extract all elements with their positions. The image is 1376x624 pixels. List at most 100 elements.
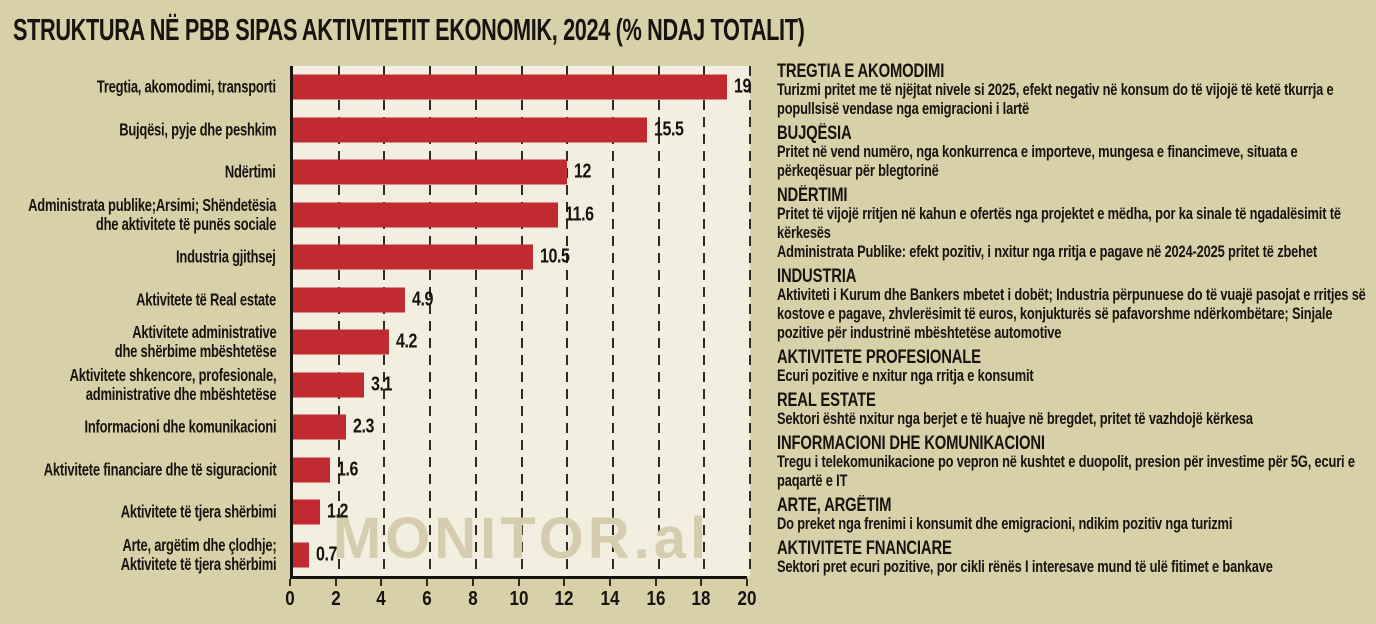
gridline <box>611 66 614 576</box>
note-heading: REAL ESTATE <box>777 390 876 411</box>
gridline <box>474 66 477 576</box>
note-section: AKTIVITETE FNANCIARE Sektori pret ecuri p… <box>777 539 1371 577</box>
bar <box>293 372 364 398</box>
bar-row: 11.6 <box>293 194 750 237</box>
category-label-line: administrative dhe mbështetëse <box>85 383 277 404</box>
axis-tick <box>334 579 337 586</box>
category-label-line: Industria gjithsej <box>176 246 276 267</box>
axis-tick <box>654 579 657 586</box>
axis-tick <box>608 579 611 586</box>
note-section: NDËRTIMI Pritet të vijojë rritjen në kahu… <box>777 186 1371 262</box>
category-label: Industria gjithsej <box>176 246 276 267</box>
bar <box>293 117 648 143</box>
category-label: Informacioni dhe komunikacioni <box>84 416 276 437</box>
note-section: AKTIVITETE PROFESIONALE Ecuri pozitive e … <box>777 348 1371 386</box>
note-heading: BUJQËSIA <box>777 123 852 144</box>
category-row: Informacioni dhe komunikacioni <box>0 406 283 449</box>
bar-value-label: 15.5 <box>654 118 684 141</box>
note-body: Sektori është nxitur nga berjet e të hua… <box>777 410 1371 429</box>
note-paragraph: Do preket nga frenimi i konsumit dhe emi… <box>777 515 1233 533</box>
category-row: Aktivitete administrative dhe shërbime mb… <box>0 321 283 364</box>
bar-row: 3.1 <box>293 364 750 407</box>
note-body: Do preket nga frenimi i konsumit dhe emi… <box>777 515 1371 534</box>
bar-row: 2.3 <box>293 406 750 449</box>
category-label-line: Aktivitete të tjera shërbimi <box>120 501 276 522</box>
category-label: Aktivitete të tjera shërbimi <box>120 501 276 522</box>
bar <box>293 244 533 270</box>
category-label: Aktivitete financiare dhe të siguracioni… <box>43 460 276 479</box>
axis-tick-label: 8 <box>468 588 478 610</box>
axis-tick-label: 10 <box>509 588 528 610</box>
watermark-text: MONITOR.al <box>332 506 711 571</box>
category-label-line: Aktivitete të Real estate <box>136 289 276 310</box>
bar-value-label: 19 <box>734 75 752 98</box>
bar <box>293 542 309 568</box>
page-title: STRUKTURA NË PBB SIPAS AKTIVITETIT EKONO… <box>13 12 805 47</box>
note-heading: ARTE, ARGËTIM <box>777 495 892 516</box>
bar <box>293 159 568 185</box>
bar-row: 1.2 <box>293 491 750 534</box>
axis-tick <box>471 579 474 586</box>
category-label: Aktivitete shkencore, profesionale, admin… <box>69 365 277 404</box>
note-heading: TREGTIA E AKOMODIMI <box>777 61 945 82</box>
bar-chart: Tregtia, akomodimi, transporti Bujqësi, p… <box>0 66 770 614</box>
category-label-line: Aktivitete të tjera shërbimi <box>120 553 276 574</box>
axis-tick-label: 20 <box>737 588 757 610</box>
gridline <box>657 66 660 576</box>
note-heading: AKTIVITETE PROFESIONALE <box>777 347 981 368</box>
category-label-line: Tregtia, akomodimi, transporti <box>97 76 276 97</box>
category-label: Administrata publike;Arsimi; Shëndetësia… <box>28 195 276 234</box>
category-row: Industria gjithsej <box>0 236 283 279</box>
gridline <box>337 66 340 576</box>
category-label: Ndërtimi <box>225 161 276 182</box>
bar-value-label: 3.1 <box>370 373 392 396</box>
category-row: Tregtia, akomodimi, transporti <box>0 66 283 109</box>
category-label-line: Informacioni dhe komunikacioni <box>84 416 276 437</box>
bar-value-label: 4.2 <box>395 330 418 353</box>
note-body: Pritet në vend numëro, nga konkurrenca e… <box>777 143 1371 181</box>
bar-value-label: 12 <box>574 160 592 183</box>
note-section: REAL ESTATE Sektori është nxitur nga berj… <box>777 391 1371 429</box>
category-label-line: Ndërtimi <box>225 161 276 182</box>
x-axis: 0 2 4 6 8 10 12 14 16 18 20 <box>285 576 756 617</box>
note-paragraph: Ecuri pozitive e nxitur nga rritja e kon… <box>777 367 1034 385</box>
category-row: Aktivitete të tjera shërbimi <box>0 491 283 534</box>
note-paragraph: Turizmi pritet me të njëjtat nivele si 2… <box>777 81 1334 118</box>
axis-tick-label: 2 <box>330 588 341 610</box>
bar-value-label: 4.9 <box>411 288 434 311</box>
category-row: Aktivitete financiare dhe të siguracioni… <box>0 449 283 492</box>
gridline <box>429 66 432 576</box>
bar-row: 0.7 <box>293 534 750 577</box>
note-body: Pritet të vijojë rritjen në kahun e ofer… <box>777 205 1371 262</box>
axis-tick-label: 18 <box>691 588 711 610</box>
note-paragraph: Pritet të vijojë rritjen në kahun e ofer… <box>777 205 1341 242</box>
bar <box>293 499 321 525</box>
note-heading: NDËRTIMI <box>777 185 848 206</box>
note-paragraph: Sektori është nxitur nga berjet e të hua… <box>777 410 1253 428</box>
bar-row: 15.5 <box>293 109 750 152</box>
bar-value-label: 1.2 <box>327 500 349 523</box>
note-section: TREGTIA E AKOMODIMI Turizmi pritet me të … <box>777 62 1371 119</box>
category-label-line: dhe aktivitete të punës sociale <box>95 213 276 234</box>
note-paragraph: Pritet në vend numëro, nga konkurrenca e… <box>777 143 1298 180</box>
gridline <box>703 66 706 576</box>
note-heading: INDUSTRIA <box>777 266 857 287</box>
bar <box>293 414 346 440</box>
bar-row: 10.5 <box>293 236 750 279</box>
axis-tick <box>380 579 383 586</box>
bar <box>293 287 405 313</box>
category-row: Ndërtimi <box>0 151 283 194</box>
category-label: Bujqësi, pyje dhe peshkim <box>119 120 276 139</box>
note-body: Ecuri pozitive e nxitur nga rritja e kon… <box>777 367 1371 386</box>
gridline <box>749 66 751 576</box>
category-row: Arte, argëtim dhe çlodhje; Aktivitete të … <box>0 534 283 577</box>
category-label: Arte, argëtim dhe çlodhje; Aktivitete të … <box>120 535 276 574</box>
note-paragraph: Administrata Publike: efekt pozitiv, i n… <box>777 243 1317 261</box>
category-label-line: Bujqësi, pyje dhe peshkim <box>118 119 276 140</box>
axis-tick <box>426 579 429 586</box>
bar-value-label: 1.6 <box>336 458 358 481</box>
axis-tick <box>289 579 291 586</box>
category-label: Aktivitete administrative dhe shërbime mb… <box>114 323 276 361</box>
notes-panel: TREGTIA E AKOMODIMI Turizmi pritet me të … <box>777 62 1371 582</box>
bar-row: 19 <box>293 66 752 109</box>
